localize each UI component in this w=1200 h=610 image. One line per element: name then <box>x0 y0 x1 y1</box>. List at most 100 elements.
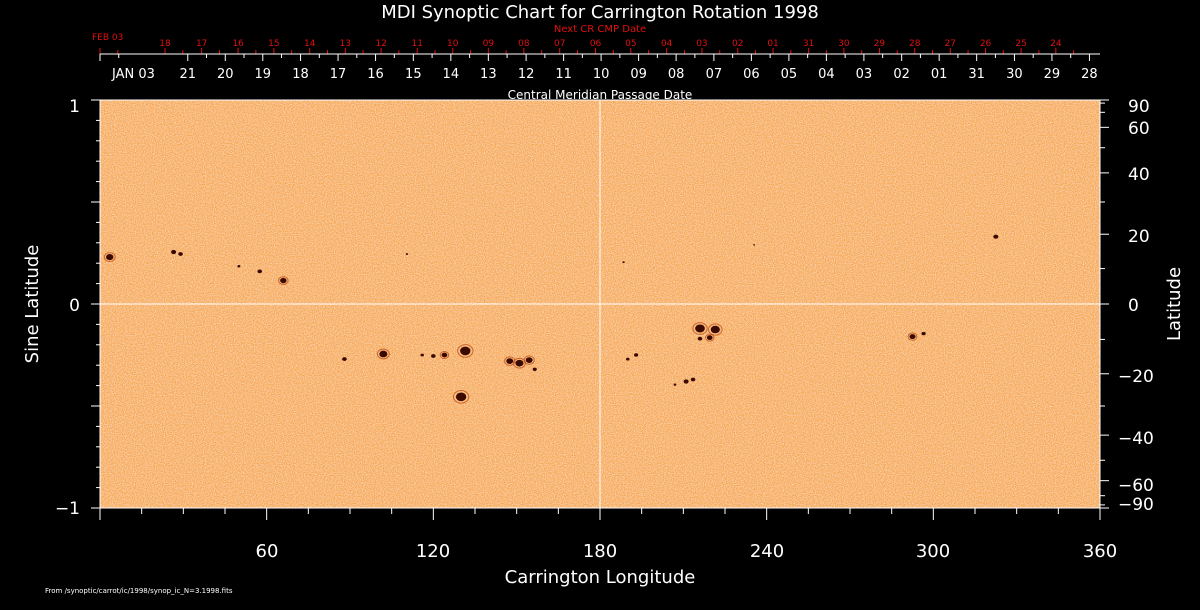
red-date-label: 30 <box>838 39 850 49</box>
sunspot <box>706 335 713 341</box>
left-axis-title: Sine Latitude <box>22 245 43 364</box>
white-date-label: 06 <box>743 67 760 82</box>
white-date-label: 08 <box>668 67 685 82</box>
sunspot <box>178 252 183 256</box>
right-tick-label: 20 <box>1128 227 1150 247</box>
sunspot <box>506 358 514 364</box>
red-date-label: 16 <box>232 39 244 49</box>
bottom-axis-labels: 60 120 180 240 300 360 <box>256 541 1118 562</box>
red-date-label: 15 <box>268 39 279 49</box>
red-date-label: 25 <box>1015 39 1026 49</box>
sunspot-penumbra <box>523 355 535 365</box>
white-date-label: 01 <box>931 67 948 82</box>
white-date-label: 15 <box>405 67 422 82</box>
red-date-label: 04 <box>661 39 673 49</box>
red-date-label: 05 <box>625 39 636 49</box>
sunspot-penumbra <box>103 252 116 263</box>
left-tick-label: −1 <box>55 499 80 519</box>
red-date-label: 08 <box>518 39 530 49</box>
red-date-label: 10 <box>447 39 459 49</box>
sunspot <box>342 357 347 361</box>
white-date-ticks <box>99 54 1090 61</box>
sunspot <box>909 334 916 340</box>
red-date-label: 06 <box>590 39 602 49</box>
white-date-label: 17 <box>330 67 347 82</box>
sunspot <box>515 359 524 367</box>
sunspot <box>710 325 720 334</box>
x-tick-label: 240 <box>750 541 784 562</box>
sunspot-penumbra <box>439 351 450 359</box>
x-tick-label: 180 <box>583 541 617 562</box>
x-tick-label: 60 <box>256 541 279 562</box>
red-date-labels: FEB 03 18 17 16 15 14 13 12 11 10 09 08 07 06 05 04 03 02… <box>92 33 1062 49</box>
white-date-label: 16 <box>367 67 384 82</box>
source-file-footer: From /synoptic/carrot/ic/1998/synop_ic_N… <box>45 587 233 595</box>
sunspot-penumbra <box>692 322 708 335</box>
sunspot-penumbra <box>707 323 723 336</box>
red-date-label: 13 <box>340 39 351 49</box>
sunspot <box>683 379 689 384</box>
red-date-label: 29 <box>874 39 886 49</box>
white-date-label: 11 <box>555 67 572 82</box>
red-date-label: 07 <box>554 39 565 49</box>
sunspot <box>257 269 263 274</box>
central-meridian-label: Central Meridian Passage Date <box>508 88 693 102</box>
white-date-label: 10 <box>593 67 610 82</box>
sunspot <box>622 261 625 264</box>
red-date-label: 31 <box>803 39 814 49</box>
white-date-label: 05 <box>781 67 798 82</box>
red-date-label: 24 <box>1050 39 1062 49</box>
sunspot <box>106 254 114 261</box>
red-date-label: 17 <box>196 39 207 49</box>
sunspot-features <box>103 234 999 404</box>
white-date-label: 21 <box>180 67 197 82</box>
right-tick-label: −90 <box>1118 495 1154 515</box>
white-date-label: 07 <box>706 67 723 82</box>
sunspot <box>993 234 999 239</box>
white-date-label: 19 <box>255 67 272 82</box>
red-date-label: 12 <box>375 39 386 49</box>
sunspot-penumbra <box>452 390 470 404</box>
x-tick-label: 120 <box>416 541 450 562</box>
chart-title: MDI Synoptic Chart for Carrington Rotati… <box>381 2 819 23</box>
x-tick-label: 300 <box>916 541 950 562</box>
sunspot-penumbra <box>376 348 390 360</box>
sunspot <box>753 244 756 246</box>
right-tick-label: −60 <box>1118 476 1154 496</box>
right-tick-label: 0 <box>1128 296 1139 316</box>
left-tick-label: 0 <box>69 296 80 316</box>
red-date-label: 14 <box>304 39 316 49</box>
sunspot <box>460 346 471 356</box>
sunspot <box>405 253 409 255</box>
right-axis-labels: 90 60 40 20 0 −20 −40 −60 −90 <box>1118 97 1154 515</box>
right-axis-ticks <box>1100 99 1109 509</box>
next-cr-cmp-label: Next CR CMP Date <box>554 24 646 35</box>
red-date-label: FEB 03 <box>92 33 123 43</box>
red-date-label: 01 <box>767 39 778 49</box>
white-date-label: 12 <box>518 67 535 82</box>
white-date-label: 28 <box>1081 67 1098 82</box>
sunspot-penumbra <box>504 356 516 366</box>
white-date-label: 18 <box>292 67 309 82</box>
sunspot <box>420 353 424 357</box>
white-date-label: 30 <box>1006 67 1023 82</box>
white-date-label: 02 <box>893 67 910 82</box>
white-date-label: 20 <box>217 67 234 82</box>
red-date-label: 26 <box>980 39 992 49</box>
right-tick-label: 90 <box>1128 97 1150 117</box>
white-date-label: 14 <box>443 67 460 82</box>
sunspot <box>697 336 703 341</box>
right-tick-label: −40 <box>1118 429 1154 449</box>
red-date-label: 18 <box>159 39 171 49</box>
sunspot-penumbra <box>278 276 289 285</box>
white-date-label: 31 <box>968 67 985 82</box>
sunspot <box>431 354 436 358</box>
sunspot-penumbra <box>457 344 474 358</box>
sunspot <box>280 277 287 284</box>
white-date-label: 29 <box>1044 67 1061 82</box>
red-date-ticks <box>99 48 1075 54</box>
sunspot <box>626 357 630 361</box>
sunspot-penumbra <box>907 332 918 341</box>
white-date-label: 13 <box>480 67 497 82</box>
